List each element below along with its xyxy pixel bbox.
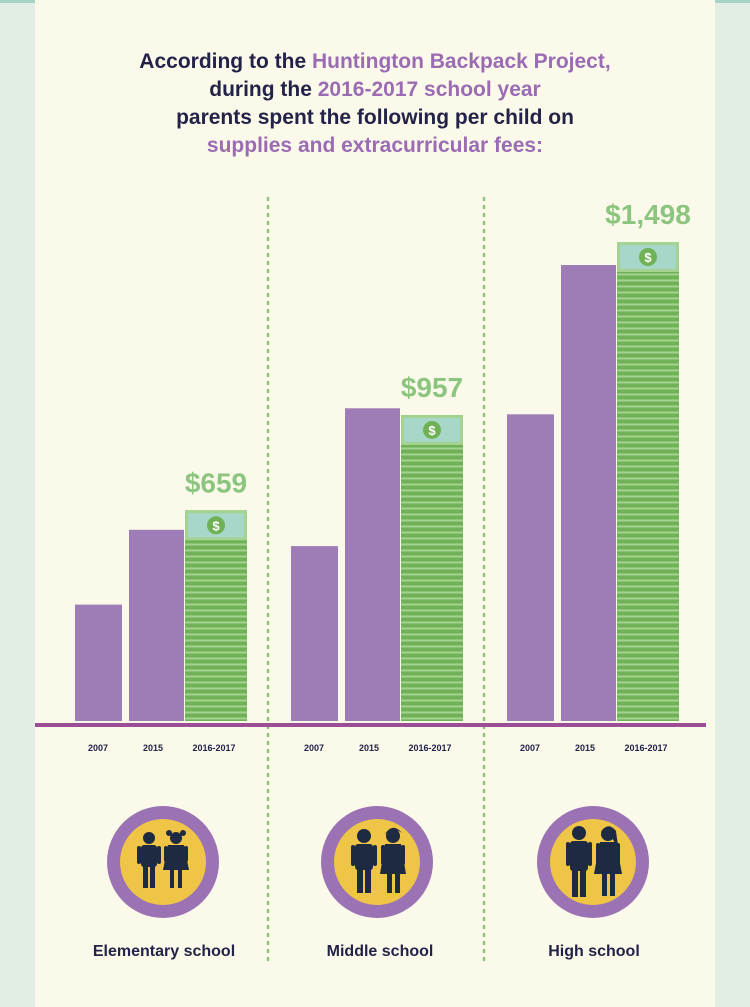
bar-2007	[291, 546, 338, 721]
title-line-3: parents spent the following per child on	[176, 106, 574, 129]
category-label-middle: Middle school	[326, 943, 434, 960]
bar-2016-2017-money-stack: $	[617, 242, 679, 721]
title-line-1: According to the Huntington Backpack Pro…	[0, 48, 750, 76]
bar-2015	[129, 529, 184, 721]
title-year-highlight: 2016-2017 school year	[317, 78, 541, 101]
children-icon-middle	[321, 806, 433, 918]
title-line-2: during the 2016-2017 school year	[0, 76, 750, 104]
bar-2016-2017-money-stack: $	[401, 414, 463, 721]
bar-2016-2017	[185, 510, 247, 721]
title-line-4: supplies and extracurricular fees:	[206, 134, 544, 157]
title-line-2-text: during the	[209, 78, 318, 101]
dollar-coin-icon	[639, 248, 657, 266]
x-tick-label: 2015	[359, 743, 379, 753]
dollar-coin-icon	[423, 420, 441, 439]
category-label-elementary: Elementary school	[92, 943, 236, 960]
bar-2016-2017-money-stack: $	[185, 510, 247, 721]
dollar-coin-icon	[207, 516, 225, 535]
data-label: $659	[185, 467, 247, 498]
bar-2007	[507, 414, 554, 721]
chart-title: According to the Huntington Backpack Pro…	[0, 48, 750, 160]
x-tick-label: 2015	[143, 743, 163, 753]
bar-2016-2017	[617, 242, 679, 721]
data-label: $1,498	[605, 199, 691, 230]
dollar-sign-icon: $	[644, 250, 652, 265]
bar-2016-2017	[401, 414, 463, 721]
x-tick-label: 2016-2017	[624, 743, 667, 753]
x-tick-label: 2016-2017	[408, 743, 451, 753]
x-tick-label: 2007	[304, 743, 324, 753]
title-source-highlight: Huntington Backpack Project,	[311, 50, 611, 73]
bar-2015	[561, 265, 616, 721]
children-icon-elementary	[107, 806, 219, 918]
category-label-high: High school	[548, 943, 640, 960]
children-icon-high	[537, 806, 649, 918]
x-tick-label: 2015	[575, 743, 595, 753]
x-tick-label: 2016-2017	[192, 743, 235, 753]
dollar-sign-icon: $	[428, 423, 436, 438]
dollar-sign-icon: $	[212, 518, 220, 533]
x-tick-label: 2007	[88, 743, 108, 753]
bar-2015	[345, 408, 400, 721]
bar-2007	[75, 604, 122, 721]
title-line-1-text: According to the	[139, 50, 312, 73]
x-tick-label: 2007	[520, 743, 540, 753]
data-label: $957	[401, 372, 463, 403]
